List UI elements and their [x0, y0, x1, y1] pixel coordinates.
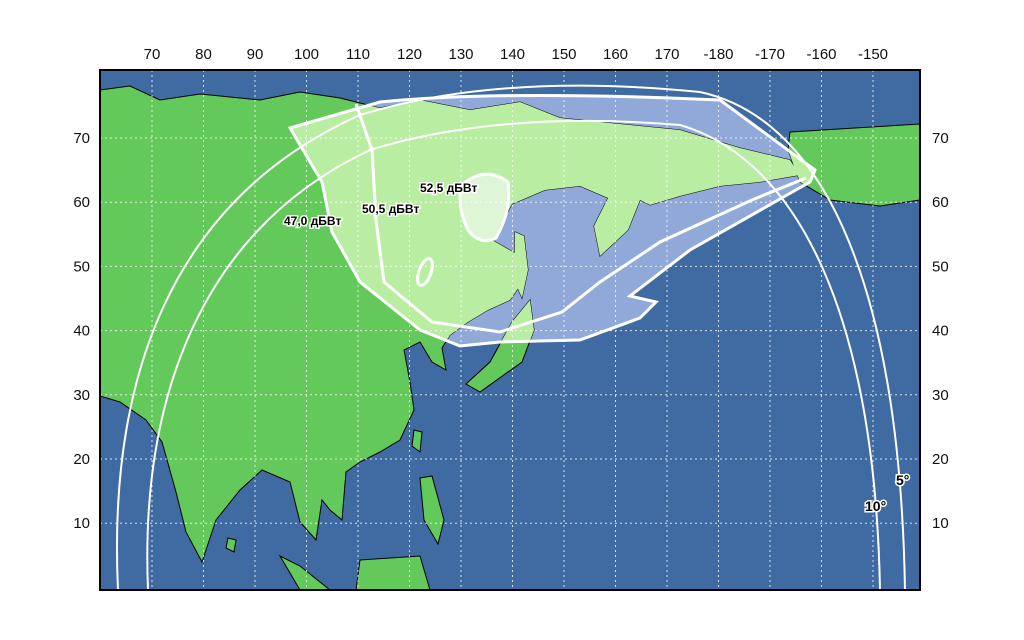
elevation-arc-5: [116, 84, 906, 590]
elevation-arc-10: [146, 119, 881, 590]
contour-label-47: 47,0 дБВт: [284, 214, 341, 228]
longitude-tick-label: 160: [603, 46, 628, 63]
longitude-tick-label: -150: [858, 46, 888, 63]
contour-50-5: [354, 103, 807, 334]
latitude-tick-label: 20: [932, 451, 949, 468]
longitude-tick-label: 110: [346, 46, 370, 63]
latitude-tick-label: 60: [73, 194, 90, 211]
longitude-tick-label: 100: [294, 46, 319, 63]
longitude-tick-label: 170: [654, 46, 679, 63]
map-frame: [99, 69, 921, 591]
longitude-tick-label: 120: [397, 46, 422, 63]
latitude-tick-label: 70: [932, 130, 949, 147]
latitude-tick-label: 10: [932, 515, 949, 532]
elevation-label-10: 10°: [865, 498, 886, 514]
latitude-tick-label: 30: [932, 387, 949, 404]
contour-label-52-5: 52,5 дБВт: [420, 181, 477, 195]
longitude-tick-label: 150: [551, 46, 576, 63]
contour-label-50-5: 50,5 дБВт: [362, 202, 419, 216]
latitude-tick-label: 30: [73, 387, 90, 404]
contour-small: [416, 257, 434, 287]
longitude-tick-label: -170: [755, 46, 785, 63]
latitude-tick-label: 70: [73, 130, 90, 147]
latitude-tick-label: 40: [73, 323, 90, 340]
longitude-tick-label: -180: [703, 46, 733, 63]
coverage-area-52-5: [460, 174, 509, 241]
latitude-tick-label: 50: [932, 258, 949, 275]
longitude-tick-label: 140: [500, 46, 525, 63]
latitude-tick-label: 20: [73, 451, 90, 468]
longitude-tick-label: 70: [144, 46, 161, 63]
longitude-tick-label: 80: [195, 46, 212, 63]
latitude-tick-label: 10: [73, 515, 90, 532]
latitude-tick-label: 50: [73, 258, 90, 275]
elevation-label-5: 5°: [896, 472, 909, 488]
longitude-tick-label: 90: [247, 46, 264, 63]
longitude-tick-label: -160: [806, 46, 836, 63]
latitude-tick-label: 40: [932, 323, 949, 340]
latitude-tick-label: 60: [932, 194, 949, 211]
longitude-tick-label: 130: [448, 46, 473, 63]
contour-52-5: [458, 172, 511, 243]
